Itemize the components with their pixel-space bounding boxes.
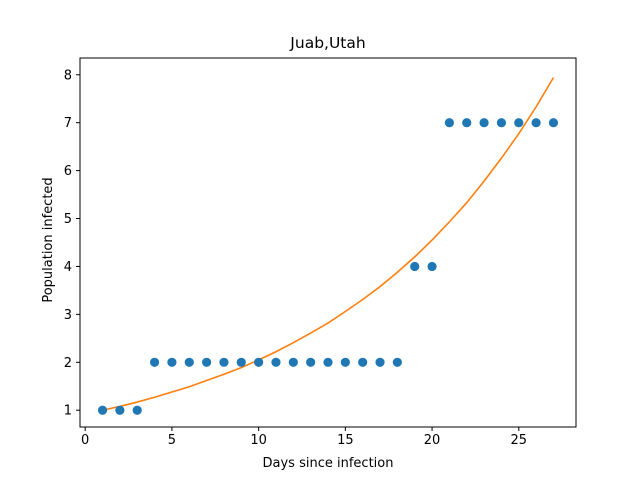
x-tick-label: 25 xyxy=(510,433,527,448)
data-point xyxy=(375,357,385,367)
data-point xyxy=(306,357,316,367)
data-point xyxy=(548,118,559,128)
data-point xyxy=(444,118,454,128)
fit-curve-line xyxy=(102,77,555,412)
x-axis: 0 5 10 15 20 25 xyxy=(81,427,527,448)
data-point xyxy=(531,118,541,128)
plot-frame xyxy=(79,57,577,428)
data-point xyxy=(392,357,402,367)
y-tick-label: 7 xyxy=(64,116,72,131)
y-tick-label: 6 xyxy=(64,164,72,179)
data-point xyxy=(410,261,420,272)
x-tick-label: 5 xyxy=(168,433,176,448)
data-point xyxy=(462,118,472,128)
data-point xyxy=(219,357,229,367)
y-tick-label: 2 xyxy=(64,356,72,371)
y-tick-label: 5 xyxy=(64,212,72,227)
x-tick-label: 0 xyxy=(81,433,89,448)
data-point xyxy=(514,118,524,128)
y-tick-label: 1 xyxy=(64,404,72,419)
data-point xyxy=(323,357,333,367)
data-point xyxy=(132,405,142,415)
data-point xyxy=(271,357,281,367)
y-tick-label: 4 xyxy=(64,260,72,275)
data-point xyxy=(340,357,350,367)
x-tick-label: 15 xyxy=(337,433,354,448)
x-tick-label: 10 xyxy=(250,433,267,448)
data-point xyxy=(184,357,194,367)
plot-area xyxy=(97,77,559,415)
x-tick-label: 20 xyxy=(424,433,441,448)
data-point xyxy=(202,357,212,367)
chart-title: Juab,Utah xyxy=(289,34,365,52)
data-point xyxy=(236,357,246,367)
data-point xyxy=(427,261,437,272)
data-point xyxy=(97,405,108,415)
data-point xyxy=(115,405,125,415)
data-point xyxy=(254,357,264,367)
data-point xyxy=(149,357,160,367)
data-point xyxy=(167,357,177,367)
data-point xyxy=(496,118,507,128)
data-point xyxy=(358,357,368,367)
y-tick-label: 8 xyxy=(64,68,72,83)
y-axis: 1 2 3 4 5 6 7 8 xyxy=(64,68,80,419)
y-axis-label: Population infected xyxy=(41,177,56,302)
data-point xyxy=(479,118,489,128)
y-tick-label: 3 xyxy=(64,308,72,323)
data-point xyxy=(288,357,298,367)
x-axis-label: Days since infection xyxy=(263,456,394,471)
